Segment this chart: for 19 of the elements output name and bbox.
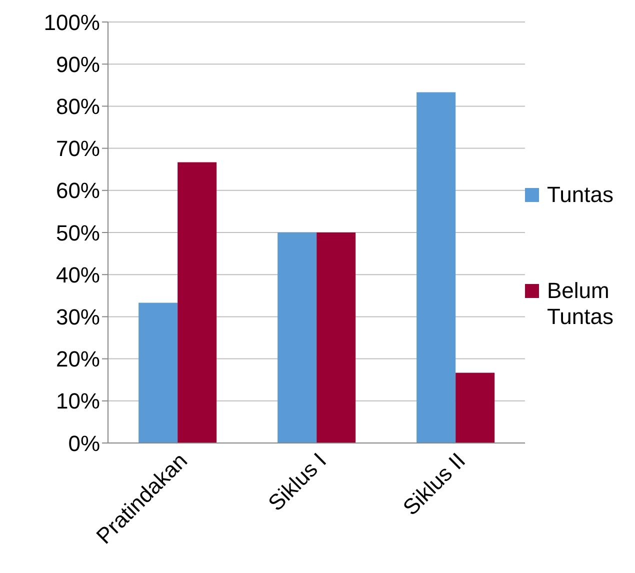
y-tick-label: 40%	[56, 262, 100, 288]
bar	[316, 232, 356, 443]
y-tick-label: 30%	[56, 304, 100, 330]
y-tick-label: 50%	[56, 220, 100, 246]
y-tick-label: 90%	[56, 52, 100, 77]
bar	[178, 162, 217, 443]
y-tick-label: 10%	[56, 388, 100, 414]
y-tick-label: 60%	[56, 178, 100, 204]
y-tick-label: 80%	[56, 94, 100, 120]
y-tick-label: 70%	[56, 136, 100, 162]
bar	[416, 92, 456, 443]
y-tick-label: 100%	[44, 10, 100, 35]
bar	[456, 372, 495, 443]
bar	[278, 232, 317, 443]
y-tick-label: 0%	[68, 430, 100, 456]
legend-label: Belum Tuntas	[547, 278, 614, 330]
legend-label: Tuntas	[547, 182, 614, 208]
bar	[138, 302, 178, 443]
y-tick-label: 20%	[56, 346, 100, 372]
